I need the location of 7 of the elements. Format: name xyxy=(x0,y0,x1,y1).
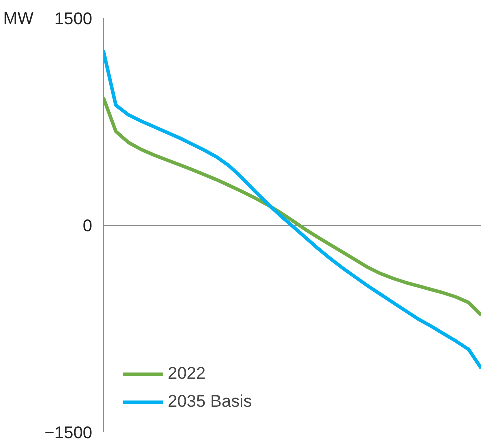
legend-label: 2035 Basis xyxy=(168,392,252,412)
y-tick-label: −1500 xyxy=(44,424,93,442)
y-axis-title: MW xyxy=(4,9,34,28)
legend-label: 2022 xyxy=(168,364,206,384)
line-series xyxy=(104,96,482,317)
y-tick-label: 0 xyxy=(83,216,93,236)
y-tick-label: 1500 xyxy=(54,10,93,28)
